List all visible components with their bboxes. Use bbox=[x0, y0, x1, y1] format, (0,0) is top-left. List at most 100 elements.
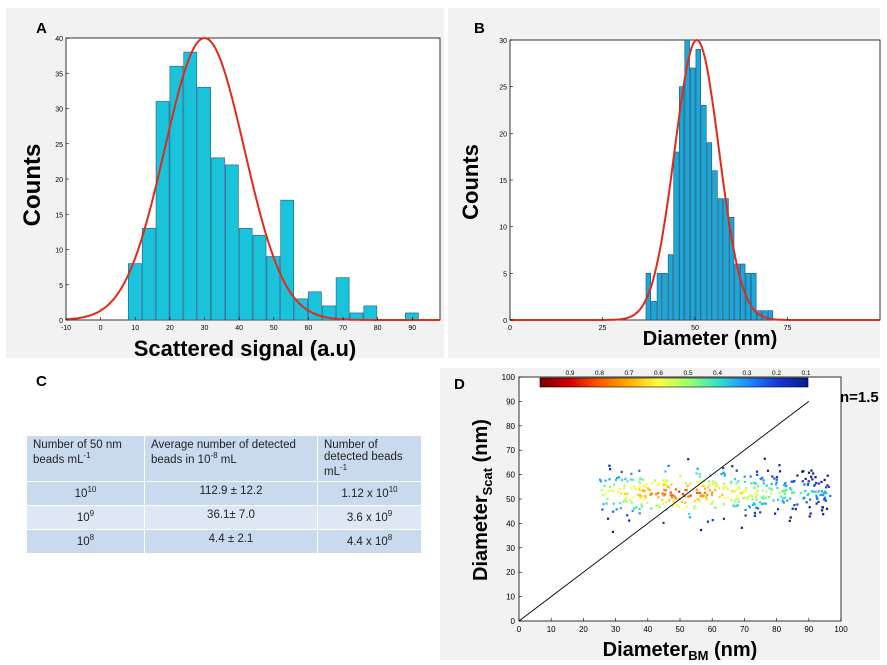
scatter-point bbox=[598, 478, 602, 481]
scatter-point bbox=[669, 494, 672, 497]
scatter-point bbox=[763, 457, 766, 460]
x-tick-label: 10 bbox=[547, 625, 556, 634]
scatter-point bbox=[808, 498, 812, 501]
scatter-point bbox=[722, 482, 725, 485]
scatter-point bbox=[665, 501, 668, 504]
scatter-point bbox=[632, 507, 636, 510]
scatter-point bbox=[638, 482, 642, 485]
scatter-point bbox=[739, 491, 742, 495]
scatter-point bbox=[722, 467, 725, 470]
scatter-point bbox=[705, 498, 709, 501]
scatter-point bbox=[789, 497, 792, 500]
scatter-point bbox=[814, 476, 817, 479]
scatter-point bbox=[711, 519, 714, 522]
scatter-point bbox=[707, 479, 711, 483]
x-tick-label: 50 bbox=[676, 625, 685, 634]
x-tick-label: 70 bbox=[339, 325, 347, 332]
x-tick-label: -10 bbox=[61, 325, 71, 332]
panel-label-b: B bbox=[474, 20, 485, 37]
scatter-point bbox=[687, 458, 690, 461]
scatter-point bbox=[604, 492, 607, 495]
scatter-point bbox=[707, 486, 710, 489]
scatter-point bbox=[789, 488, 792, 491]
x-tick-label: 60 bbox=[708, 625, 717, 634]
bar bbox=[252, 235, 267, 321]
scatter-point bbox=[799, 491, 802, 495]
scatter-point bbox=[740, 526, 743, 529]
x-tick-label: 40 bbox=[235, 325, 243, 332]
scatter-point bbox=[783, 492, 787, 496]
scatter-point bbox=[664, 470, 667, 473]
scatter-point bbox=[657, 504, 660, 507]
scatter-point bbox=[643, 489, 646, 492]
x-tick-label: 20 bbox=[166, 325, 174, 332]
panel-label-d: D bbox=[454, 376, 465, 393]
bar bbox=[712, 170, 718, 321]
scatter-point bbox=[749, 475, 752, 478]
colorbar-tick-label: 0.5 bbox=[683, 370, 692, 377]
x-tick-label: 40 bbox=[643, 625, 652, 634]
scatter-point bbox=[821, 506, 824, 509]
scatter-point bbox=[737, 480, 740, 483]
scatter-point bbox=[684, 482, 687, 485]
x-tick-label: 50 bbox=[691, 325, 699, 332]
scatter-point bbox=[696, 498, 699, 501]
scatter-point bbox=[663, 488, 666, 492]
scatter-point bbox=[814, 490, 817, 493]
scatter-point bbox=[671, 504, 674, 508]
scatter-point bbox=[829, 494, 832, 498]
scatter-point bbox=[768, 496, 771, 499]
scatter-point bbox=[661, 498, 664, 501]
scatter-point bbox=[755, 498, 758, 501]
scatter-point bbox=[668, 499, 671, 502]
cell-detected: 3.6 x 109 bbox=[317, 504, 422, 530]
scatter-point bbox=[756, 507, 760, 510]
bar bbox=[678, 86, 685, 321]
scatter-point bbox=[765, 490, 768, 493]
scatter-point bbox=[637, 493, 640, 496]
scatter-point bbox=[622, 500, 625, 503]
x-tick-label: 90 bbox=[408, 325, 416, 332]
scatter-point bbox=[689, 494, 693, 497]
scatter-point bbox=[778, 492, 781, 495]
cell-average: 36.1± 7.0 bbox=[144, 504, 318, 530]
x-tick-label: 10 bbox=[131, 325, 139, 332]
bar bbox=[717, 198, 724, 321]
scatter-point bbox=[776, 508, 780, 511]
scatter-point bbox=[803, 483, 806, 486]
scatter-point bbox=[713, 488, 717, 492]
scatter-point bbox=[822, 493, 825, 496]
scatter-point bbox=[762, 482, 765, 485]
scatter-point bbox=[748, 506, 752, 509]
scatter-point bbox=[775, 481, 778, 484]
x-tick-label: 0 bbox=[508, 325, 512, 332]
scatter-point bbox=[783, 496, 787, 499]
scatter-point bbox=[812, 472, 815, 475]
scatter-point bbox=[604, 479, 607, 482]
colorbar-tick-label: 0.2 bbox=[772, 370, 781, 377]
x-tick-label: 30 bbox=[201, 325, 209, 332]
scatter-point bbox=[760, 476, 764, 480]
scatter-point bbox=[778, 470, 782, 473]
scatter-point bbox=[699, 495, 702, 498]
scatter-point bbox=[730, 489, 733, 493]
scatter-point bbox=[826, 474, 829, 477]
scatter-point bbox=[717, 487, 721, 490]
scatter-point bbox=[749, 494, 752, 497]
scatter-point bbox=[725, 485, 728, 489]
scatter-point bbox=[754, 492, 757, 496]
scatter-point bbox=[681, 492, 685, 496]
bar bbox=[662, 273, 668, 321]
scatter-point bbox=[807, 480, 810, 483]
scatter-point bbox=[730, 482, 733, 485]
scatter-point bbox=[824, 499, 827, 502]
panel-label-c: C bbox=[36, 373, 47, 390]
bar bbox=[651, 301, 657, 321]
scatter-point bbox=[684, 501, 687, 504]
y-tick-label: 5 bbox=[503, 271, 507, 278]
scatter-point bbox=[698, 491, 702, 495]
scatter-point bbox=[685, 489, 688, 492]
scatter-point bbox=[643, 485, 647, 488]
colorbar-tick-label: 0.6 bbox=[654, 370, 663, 377]
